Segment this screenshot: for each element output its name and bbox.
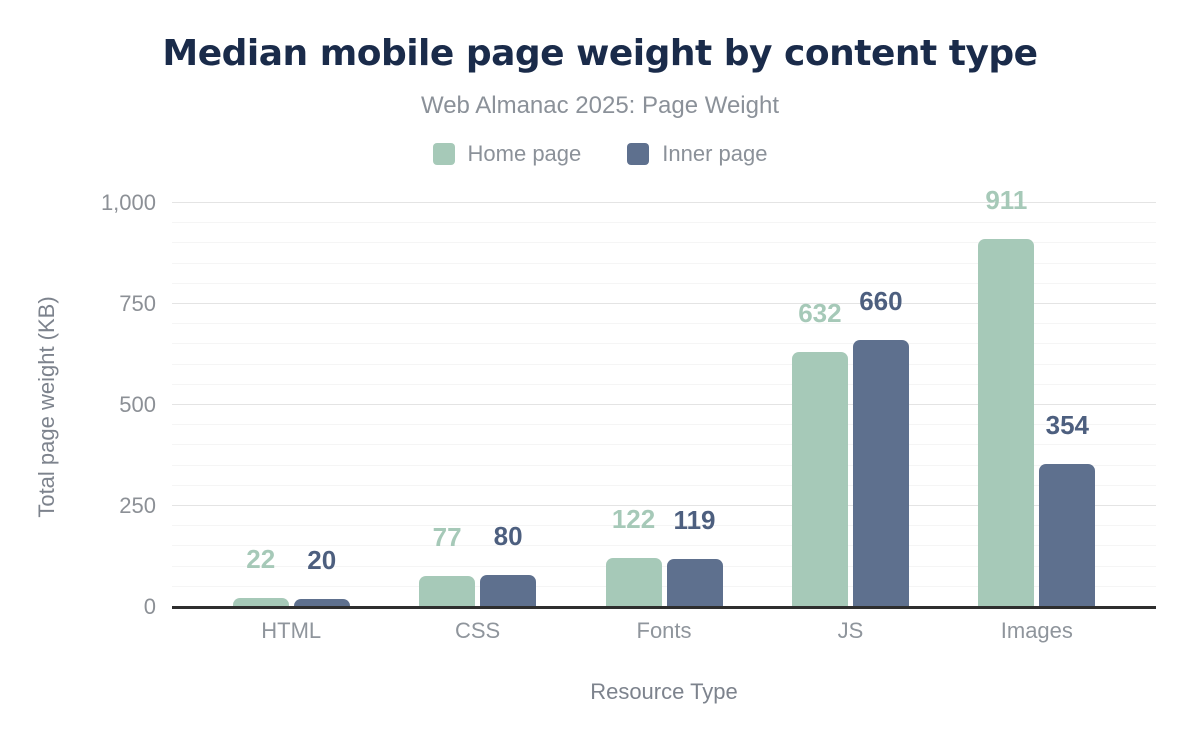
bar-inner-page-js: 660 xyxy=(852,288,909,607)
y-tick-label-0: 0 xyxy=(143,594,156,619)
y-tick-label-500: 500 xyxy=(119,392,156,417)
legend-label-home-page: Home page xyxy=(467,141,582,166)
x-axis-title: Resource Type xyxy=(590,679,738,704)
bar-value-label: 22 xyxy=(246,544,276,575)
gridline-500 xyxy=(172,404,1156,405)
gridline-200 xyxy=(172,525,1156,527)
gridline-650 xyxy=(172,343,1156,345)
bar-home-page-css: 77 xyxy=(419,524,476,607)
gridline-800 xyxy=(172,282,1156,284)
bar-value-label: 632 xyxy=(798,297,842,328)
gridline-150 xyxy=(172,545,1156,547)
bar-group-fonts: 122 119 xyxy=(571,203,757,607)
bar-home-page-js: 632 xyxy=(791,300,848,607)
gridline-850 xyxy=(172,262,1156,264)
gridline-450 xyxy=(172,424,1156,426)
x-tick-label-html: HTML xyxy=(261,618,322,643)
legend-item-inner-page[interactable]: Inner page xyxy=(627,141,767,167)
gridline-700 xyxy=(172,323,1156,325)
gridline-350 xyxy=(172,464,1156,466)
bar-group-css: 77 80 xyxy=(384,203,570,607)
bar-value-label: 660 xyxy=(859,286,903,317)
bar-value-label: 911 xyxy=(985,184,1028,215)
legend: Home page Inner page xyxy=(0,141,1200,167)
y-tick-label-250: 250 xyxy=(119,493,156,518)
bar-home-page-images: 911 xyxy=(978,187,1035,607)
bar-group-js: 632 660 xyxy=(757,203,943,607)
bar-value-label: 119 xyxy=(673,504,716,535)
bar-inner-page-fonts: 119 xyxy=(666,507,723,607)
x-tick-label-css: CSS xyxy=(454,618,501,643)
legend-swatch-inner-page xyxy=(627,143,650,165)
plot-area: 0 250 500 750 1,000 22 20 77 80 122 119 632 660 911 35… xyxy=(101,187,1156,618)
x-axis-labels: HTML CSS Fonts JS Images xyxy=(172,618,1156,644)
gridline-550 xyxy=(172,383,1156,385)
gridline-750 xyxy=(172,303,1156,304)
gridline-300 xyxy=(172,484,1156,486)
legend-label-inner-page: Inner page xyxy=(662,141,768,166)
bar-home-page-fonts: 122 xyxy=(605,506,662,607)
bar-inner-page-html: 20 xyxy=(293,547,350,607)
chart-subtitle: Web Almanac 2025: Page Weight xyxy=(420,92,779,119)
bar-value-label: 122 xyxy=(611,503,656,534)
gridline-950 xyxy=(172,222,1156,224)
bar-value-label: 77 xyxy=(432,521,462,552)
y-tick-label-1000: 1,000 xyxy=(100,190,156,215)
page-title: Median mobile page weight by content typ… xyxy=(162,33,1038,74)
bar-value-label: 80 xyxy=(493,520,523,551)
gridline-250 xyxy=(172,505,1156,506)
bar-group-html: 22 20 xyxy=(198,203,384,607)
x-tick-label-images: Images xyxy=(1000,618,1073,643)
gridline-50 xyxy=(172,585,1156,587)
gridline-900 xyxy=(172,242,1156,244)
gridline-100 xyxy=(172,565,1156,567)
legend-item-home-page[interactable]: Home page xyxy=(432,141,582,167)
gridline-600 xyxy=(172,363,1156,365)
bar-inner-page-images: 354 xyxy=(1039,412,1096,607)
x-tick-label-js: JS xyxy=(837,618,864,643)
gridline-1000 xyxy=(172,202,1156,203)
x-tick-label-fonts: Fonts xyxy=(636,618,692,643)
bar-value-label: 20 xyxy=(307,544,337,575)
bar-home-page-html: 22 xyxy=(232,546,289,607)
gridline-400 xyxy=(172,444,1156,446)
x-axis-line xyxy=(172,606,1156,609)
bar-group-images: 911 354 xyxy=(944,187,1130,607)
legend-swatch-home-page xyxy=(432,143,455,165)
bar-inner-page-css: 80 xyxy=(480,523,537,607)
y-tick-label-750: 750 xyxy=(119,291,156,316)
bars-layer: 22 20 77 80 122 119 632 660 911 354 xyxy=(172,187,1156,607)
bar-value-label: 354 xyxy=(1045,409,1090,440)
